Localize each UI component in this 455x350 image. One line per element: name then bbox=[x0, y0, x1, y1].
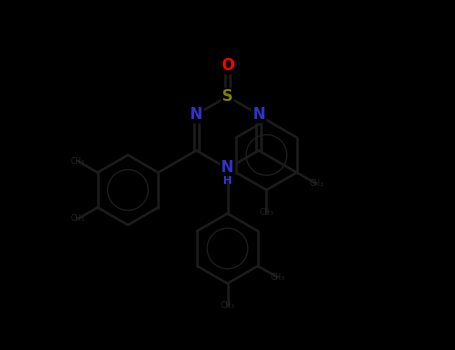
Text: N: N bbox=[190, 107, 202, 122]
Text: CH₃: CH₃ bbox=[220, 301, 235, 310]
Text: S: S bbox=[222, 89, 233, 104]
Text: N: N bbox=[253, 107, 265, 122]
Text: CH₃: CH₃ bbox=[71, 157, 85, 166]
Text: N: N bbox=[221, 160, 234, 175]
Text: H: H bbox=[223, 176, 232, 186]
Text: CH₃: CH₃ bbox=[259, 208, 273, 217]
Text: CH₃: CH₃ bbox=[71, 214, 85, 223]
Text: CH₃: CH₃ bbox=[270, 273, 284, 282]
Text: CH₃: CH₃ bbox=[309, 179, 324, 188]
Text: O: O bbox=[221, 58, 234, 73]
